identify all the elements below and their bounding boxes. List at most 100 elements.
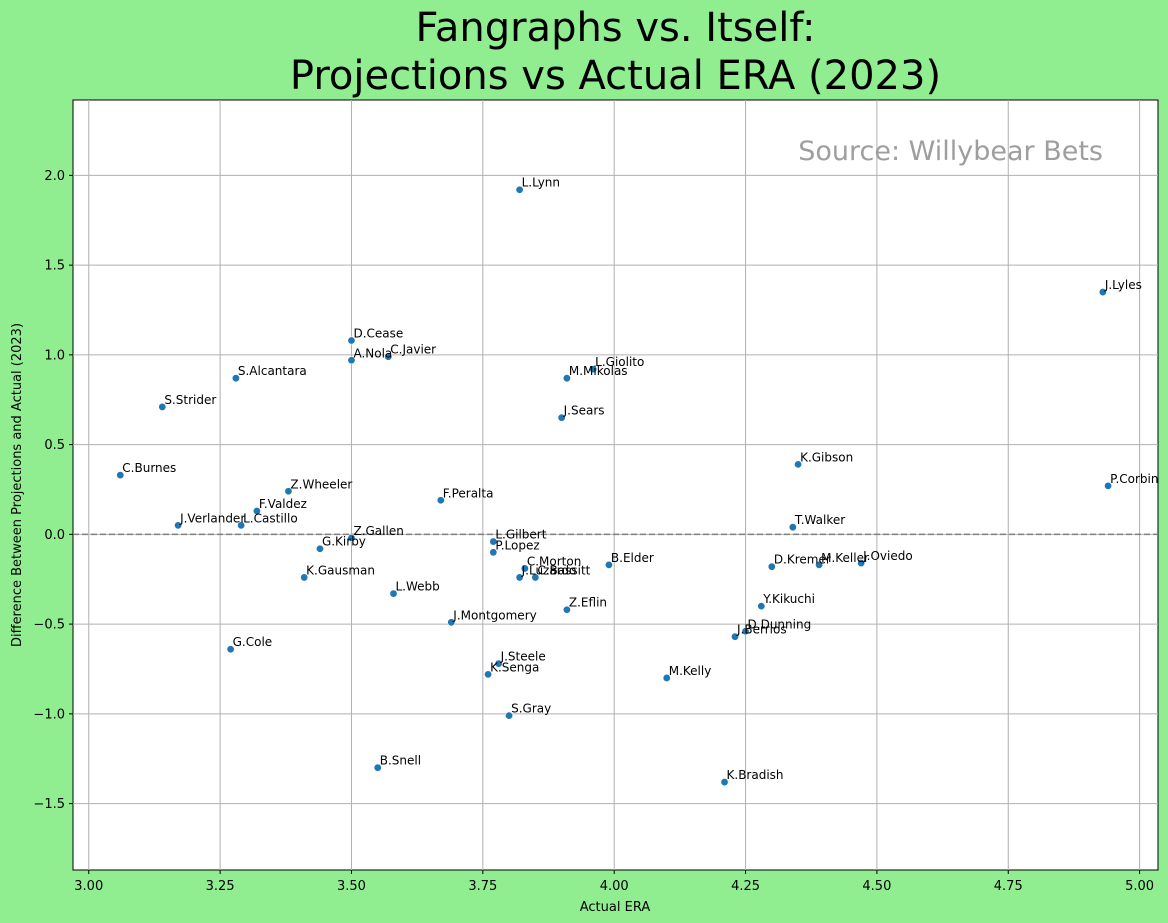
point-label: D.Cease bbox=[353, 327, 403, 341]
data-point bbox=[520, 564, 529, 573]
x-tick-label: 5.00 bbox=[1125, 879, 1154, 894]
point-label: J.Steele bbox=[500, 650, 546, 664]
data-point bbox=[1098, 288, 1107, 297]
data-point bbox=[515, 573, 524, 582]
chart-title-line1: Fangraphs vs. Itself: bbox=[415, 5, 816, 51]
data-point bbox=[436, 496, 445, 505]
point-label: K.Gibson bbox=[800, 450, 853, 464]
x-tick-label: 3.75 bbox=[468, 879, 497, 894]
data-points bbox=[116, 185, 1113, 787]
data-point bbox=[815, 560, 824, 569]
point-label: F.Valdez bbox=[259, 497, 307, 511]
data-point bbox=[373, 763, 382, 772]
data-point bbox=[284, 487, 293, 496]
point-label: L.Castillo bbox=[243, 511, 298, 525]
data-point bbox=[562, 605, 571, 614]
point-label: Z.Wheeler bbox=[290, 477, 352, 491]
y-tick-label: −0.5 bbox=[33, 618, 65, 633]
point-label: C.Bassitt bbox=[537, 563, 590, 577]
data-point bbox=[226, 645, 235, 654]
data-point bbox=[741, 627, 750, 636]
data-point bbox=[484, 670, 493, 679]
data-point bbox=[300, 573, 309, 582]
data-point bbox=[1104, 481, 1113, 490]
point-label: D.Dunning bbox=[748, 617, 812, 631]
y-tick-label: 1.5 bbox=[44, 259, 65, 274]
y-axis-ticks: −1.5 −1.0 −0.5 0.0 0.5 1.0 1.5 2.0 bbox=[33, 169, 73, 812]
y-tick-label: 2.0 bbox=[44, 169, 65, 184]
data-point bbox=[447, 618, 456, 627]
data-point bbox=[174, 521, 183, 530]
x-tick-label: 3.50 bbox=[337, 879, 366, 894]
point-label: B.Snell bbox=[380, 754, 421, 768]
y-tick-label: 0.0 bbox=[44, 528, 65, 543]
chart-title: Fangraphs vs. Itself: Projections vs Act… bbox=[73, 4, 1158, 100]
y-tick-label: −1.5 bbox=[33, 797, 65, 812]
data-point bbox=[315, 544, 324, 553]
data-point bbox=[857, 559, 866, 568]
grid-lines bbox=[73, 100, 1158, 870]
x-tick-label: 4.50 bbox=[862, 879, 891, 894]
data-point bbox=[731, 632, 740, 641]
point-label: G.Cole bbox=[233, 635, 273, 649]
data-point bbox=[116, 471, 125, 480]
point-label: S.Alcantara bbox=[238, 364, 307, 378]
data-point bbox=[505, 711, 514, 720]
point-label: P.Lopez bbox=[495, 538, 539, 552]
data-point bbox=[604, 560, 613, 569]
data-point bbox=[589, 365, 598, 374]
x-tick-label: 4.00 bbox=[600, 879, 629, 894]
point-label: Z.Gallen bbox=[353, 524, 403, 538]
point-label: G.Kirby bbox=[322, 535, 366, 549]
point-label: J.Oviedo bbox=[862, 549, 913, 563]
x-tick-label: 3.25 bbox=[206, 879, 235, 894]
data-point bbox=[237, 521, 246, 530]
point-label: L.Lynn bbox=[522, 176, 560, 190]
data-point bbox=[562, 374, 571, 383]
point-label: K.Gausman bbox=[306, 563, 375, 577]
point-label: J.Lyles bbox=[1104, 278, 1142, 292]
point-label: Z.Eflin bbox=[569, 596, 607, 610]
data-point bbox=[767, 562, 776, 571]
data-point bbox=[720, 778, 729, 787]
point-label: J.Sears bbox=[563, 404, 605, 418]
point-label: B.Elder bbox=[611, 551, 654, 565]
point-label: M.Mikolas bbox=[569, 364, 628, 378]
point-label: S.Strider bbox=[164, 393, 216, 407]
point-label: S.Gray bbox=[511, 702, 551, 716]
data-point bbox=[489, 548, 498, 557]
point-label: J.Montgomery bbox=[452, 608, 536, 622]
point-label: J.Luzardo bbox=[521, 563, 577, 577]
point-label: M.Keller bbox=[821, 551, 869, 565]
data-point bbox=[515, 185, 524, 194]
plot-area bbox=[72, 99, 1159, 871]
y-tick-label: 1.0 bbox=[44, 348, 65, 363]
point-label: C.Morton bbox=[527, 554, 581, 568]
point-label: Y.Kikuchi bbox=[762, 592, 815, 606]
data-point bbox=[389, 589, 398, 598]
data-point bbox=[347, 336, 356, 345]
point-label: T.Walker bbox=[794, 513, 845, 527]
data-point bbox=[788, 523, 797, 532]
point-label: K.Bradish bbox=[727, 768, 784, 782]
x-tick-label: 4.75 bbox=[994, 879, 1023, 894]
data-point bbox=[531, 573, 540, 582]
data-point bbox=[494, 659, 503, 668]
point-label: L.Gilbert bbox=[495, 528, 546, 542]
x-axis-label: Actual ERA bbox=[580, 900, 651, 915]
data-point bbox=[384, 352, 393, 361]
x-axis-ticks: 3.00 3.25 3.50 3.75 4.00 4.25 4.50 4.75 5.00 bbox=[74, 870, 1154, 894]
point-label: J.Verlander bbox=[179, 511, 245, 525]
point-label: D.Kremer bbox=[774, 553, 831, 567]
point-label: K.Senga bbox=[490, 660, 539, 674]
source-annotation: Source: Willybear Bets bbox=[798, 136, 1103, 167]
point-label: M.Kelly bbox=[669, 664, 712, 678]
data-point bbox=[347, 533, 356, 542]
y-tick-label: 0.5 bbox=[44, 438, 65, 453]
point-label: C.Burnes bbox=[122, 461, 176, 475]
point-label: A.Nola bbox=[353, 346, 392, 360]
chart-title-line2: Projections vs Actual ERA (2023) bbox=[289, 53, 942, 99]
point-label: F.Peralta bbox=[443, 486, 494, 500]
data-point bbox=[158, 402, 167, 411]
